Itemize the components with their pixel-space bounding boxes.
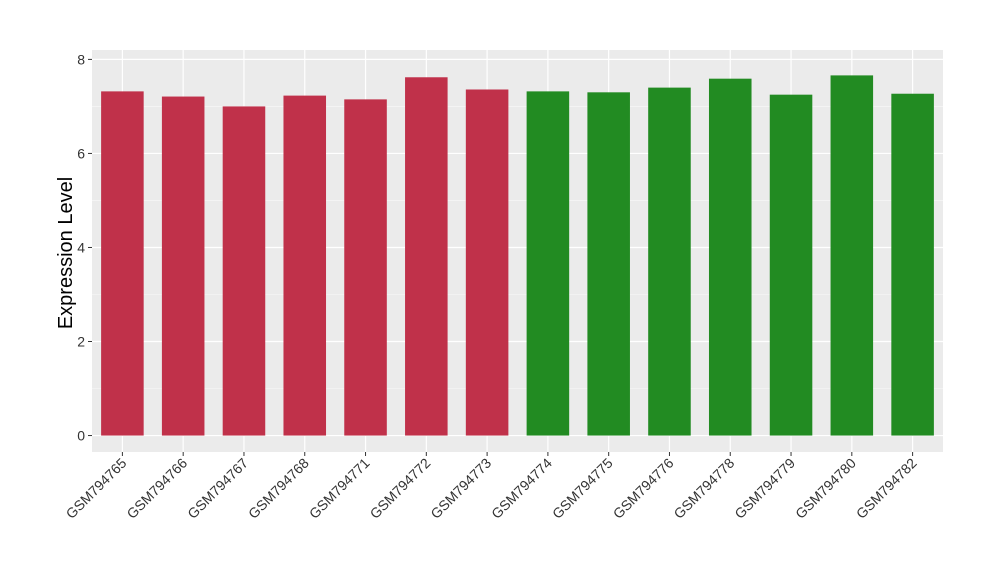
bar-GSM794773	[465, 89, 509, 436]
bar-GSM794778	[708, 78, 752, 436]
x-tick-label: GSM794766	[123, 455, 190, 522]
bars	[101, 75, 934, 436]
x-tick-label: GSM794765	[63, 455, 130, 522]
bar-GSM794766	[161, 96, 205, 436]
bar-GSM794774	[526, 91, 570, 436]
y-axis: 0 2 4 6 8	[77, 51, 92, 444]
bar-GSM794771	[344, 99, 387, 436]
bar-GSM794776	[648, 87, 691, 436]
plot-panel	[92, 50, 943, 452]
x-tick-label: GSM794768	[245, 455, 312, 522]
x-tick-label: GSM794780	[792, 455, 859, 522]
y-tick-label: 6	[77, 145, 85, 161]
y-tick-label: 0	[77, 428, 85, 444]
x-tick-label: GSM794778	[670, 455, 737, 522]
x-tick-label: GSM794771	[306, 455, 373, 522]
x-tick-label: GSM794776	[610, 455, 677, 522]
x-tick-label: GSM794773	[427, 455, 494, 522]
bar-GSM794779	[769, 94, 813, 436]
x-tick-label: GSM794772	[367, 455, 434, 522]
x-tick-label: GSM794779	[731, 455, 798, 522]
y-tick-label: 4	[77, 239, 85, 255]
y-tick-label: 2	[77, 334, 85, 350]
bar-GSM794780	[830, 75, 874, 436]
bar-GSM794768	[283, 95, 327, 436]
x-tick-label: GSM794782	[853, 455, 920, 522]
bar-GSM794765	[101, 91, 144, 436]
y-axis-label: Expression Level	[55, 177, 77, 329]
x-tick-label: GSM794767	[184, 455, 251, 522]
x-tick-label: GSM794774	[488, 455, 555, 522]
bar-GSM794772	[405, 77, 448, 436]
bar-GSM794775	[587, 92, 630, 436]
bar-GSM794782	[891, 93, 934, 436]
x-tick-label: GSM794775	[549, 455, 616, 522]
y-tick-label: 8	[77, 51, 85, 67]
bar-GSM794767	[222, 106, 266, 436]
x-axis: GSM794765GSM794766GSM794767GSM794768GSM7…	[63, 452, 920, 522]
